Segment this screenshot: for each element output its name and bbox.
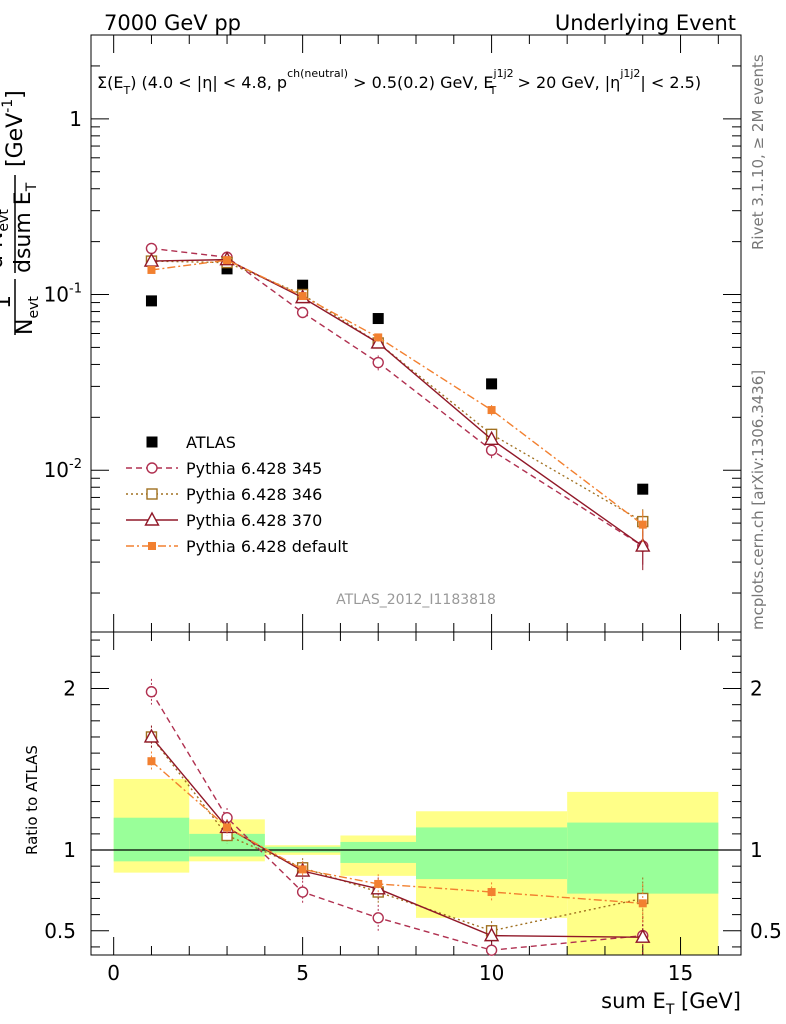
cuts-label: Σ(ET) (4.0 < |η| < 4.8, pch(neutral) > 0… [97,67,701,97]
xtick-label: 15 [668,961,693,985]
point-p345 [485,444,498,456]
legend-marker-pdef [148,542,156,550]
ratio-line-p345 [150,691,643,951]
legend-label-p345: Pythia 6.428 345 [186,459,322,478]
main-ytick-label: 10-2 [44,457,82,482]
band-green [113,817,190,862]
legend-label-p370: Pythia 6.428 370 [186,511,322,530]
legend-label-pdef: Pythia 6.428 default [186,537,348,556]
series-line-p345 [151,247,644,547]
ratio-point-p345 [485,944,498,956]
band-green [189,833,265,857]
legend: ATLAS Pythia 6.428 345 Pythia 6.428 346 Pyt… [126,433,348,556]
ratio-point-pdef [147,757,156,766]
ratio-point-pdef [487,888,496,897]
point-pdef [638,520,647,529]
point-pdef [487,406,496,415]
svg-text:d Nevt: d Nevt [0,209,12,269]
ratio-point-p370 [483,927,500,942]
ratio-ytick-label-right: 2 [750,677,763,701]
point-atlas [221,263,233,275]
legend-marker-p370 [144,511,160,526]
legend-marker-p345 [146,462,158,474]
ratio-ytick-label-right: 0.5 [750,919,782,943]
side-rivet: Rivet 3.1.10, ≥ 2M events [749,54,767,250]
point-p370 [483,430,500,445]
ratio-ytick-label: 1 [63,838,76,862]
header-left: 7000 GeV pp [104,11,241,35]
band-green [340,841,416,863]
band-green [416,827,568,880]
point-pdef [147,265,156,274]
point-atlas [486,378,498,390]
xtick-label: 5 [296,961,309,985]
point-pdef [223,256,232,265]
point-p345 [145,242,158,255]
ratio-point-pdef [298,865,307,874]
ratio-point-p345 [372,912,384,924]
point-pdef [298,292,307,301]
ratio-series-pdef [147,751,647,923]
xtick-label: 10 [479,961,504,985]
ratio-point-p370 [635,928,651,943]
svg-text:Nevt: Nevt [13,296,42,335]
point-atlas [372,313,384,325]
point-p370 [635,537,651,552]
ratio-ytick-label: 0.5 [44,919,76,943]
point-p345 [372,356,384,369]
ratio-ytick-label: 2 [63,677,76,701]
ratio-point-p370 [143,728,160,743]
x-axis-label: sum ET [GeV] [601,989,741,1018]
svg-text:[GeV-1]: [GeV-1] [0,90,28,167]
point-pdef [374,333,383,342]
legend-marker-p346 [146,488,158,500]
point-atlas [297,279,309,291]
series-pdef [147,256,647,543]
ratio-point-p345 [145,686,158,698]
ratio-ytick-label-right: 1 [750,838,763,862]
main-ytick-label: 1 [69,107,82,131]
ratio-ylabel: Ratio to ATLAS [23,745,41,855]
point-p370 [370,334,386,349]
main-ylabel: Nevt 1 dsum ET d Nevt [GeV-1] [0,90,42,335]
legend-label-p346: Pythia 6.428 346 [186,485,322,504]
side-mcplots: mcplots.cern.ch [arXiv:1306.3436] [749,370,767,630]
ratio-line-p370 [150,736,643,938]
series-line-pdef [151,259,644,526]
analysis-label: ATLAS_2012_I1183818 [336,592,496,608]
legend-marker-atlas [146,436,158,448]
svg-text:1: 1 [0,295,16,309]
ratio-point-pdef [374,879,383,888]
legend-label-atlas: ATLAS [186,433,236,452]
ratio-line-pdef [151,760,643,905]
ratio-point-pdef [223,823,232,832]
point-atlas [637,483,649,495]
ratio-point-p345 [296,886,309,898]
series-line-p346 [151,260,644,523]
ratio-point-pdef [638,899,647,908]
point-p345 [296,306,309,319]
point-atlas [145,295,157,307]
xtick-label: 0 [107,961,120,985]
series-line-p370 [151,258,644,547]
series-atlas [145,263,649,495]
header-right: Underlying Event [555,11,736,35]
main-ytick-label: 10-1 [44,282,82,307]
